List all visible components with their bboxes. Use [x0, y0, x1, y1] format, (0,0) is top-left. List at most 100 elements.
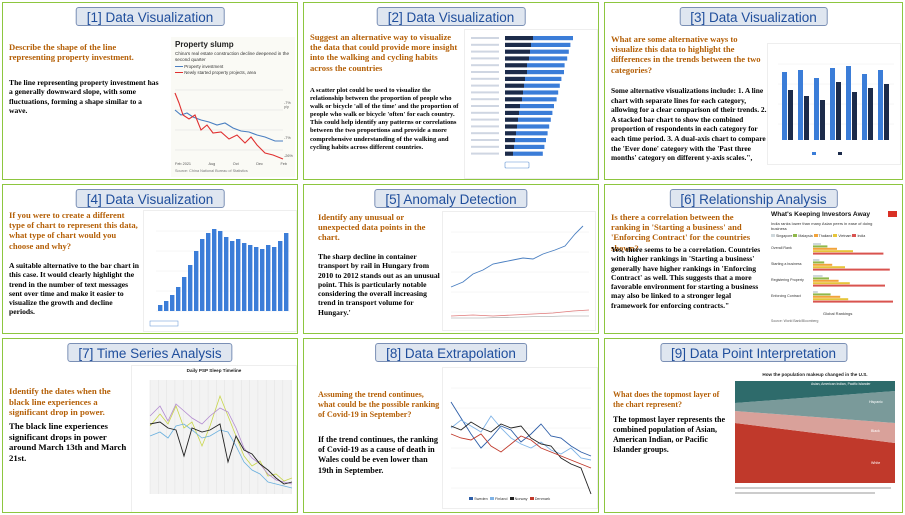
answer-text: Some alternative visualizations include:… [611, 86, 767, 163]
layer-label: Black [871, 429, 880, 433]
bar [804, 96, 809, 140]
bar [158, 305, 163, 311]
end-label: -26% [284, 154, 293, 158]
bar [788, 90, 793, 140]
bar-label [471, 37, 499, 39]
question-text: Identify the dates when the black line e… [9, 386, 111, 417]
bar [813, 245, 828, 248]
bar-segment [514, 144, 545, 149]
series-line [149, 421, 293, 485]
bar [820, 100, 825, 140]
series-line [450, 433, 592, 469]
panel-header: [2] Data Visualization [376, 7, 526, 26]
bar-segment [531, 42, 571, 47]
bar [813, 279, 839, 282]
panel-5: [5] Anomaly Detection Identify any unusu… [303, 184, 599, 334]
bar-label [471, 152, 499, 155]
series-line [149, 394, 293, 482]
panel-header: [1] Data Visualization [75, 7, 225, 26]
bar-segment [520, 104, 554, 109]
panel-header: [9] Data Point Interpretation [659, 343, 848, 362]
bar-segment [516, 131, 548, 136]
category-label: Registering Property [771, 278, 804, 282]
bar [813, 295, 841, 298]
bar-label [471, 77, 499, 80]
panel-1: [1] Data Visualization Describe the shap… [2, 2, 298, 180]
bar [813, 268, 890, 271]
chart-source: Source: World Bank/Bloomberg [771, 319, 819, 323]
series-line [450, 415, 592, 461]
category-label: Overall Rank [771, 246, 792, 250]
question-text: If you were to create a different type o… [9, 210, 138, 251]
bar [813, 266, 845, 269]
panel-8: [8] Data Extrapolation Assuming the tren… [303, 338, 599, 513]
bar [272, 247, 277, 311]
bar-label [471, 50, 499, 53]
bar [260, 249, 265, 311]
chart-thumbnail: What's Keeping Investors Away India rank… [767, 209, 899, 329]
bar [813, 300, 893, 303]
chart-thumbnail [464, 29, 598, 179]
bar [836, 82, 841, 140]
bar-segment [505, 151, 513, 156]
bar [830, 68, 835, 140]
bar-label [471, 64, 499, 67]
answer-text: A suitable alternative to the bar chart … [9, 261, 139, 317]
bar-segment [505, 117, 518, 122]
bar [182, 277, 187, 311]
panel-6: [6] Relationship Analysis Is there a cor… [604, 184, 903, 334]
legend-item: India [852, 234, 865, 238]
stacked-bar-chart [471, 36, 573, 169]
chart-thumbnail: Sweden Finland Norway Denmark [442, 367, 598, 509]
bar [224, 237, 229, 311]
bar [862, 74, 867, 140]
bar-segment [517, 124, 550, 129]
bar-segment [527, 63, 565, 68]
bar-segment [505, 131, 516, 136]
bar-segment [525, 76, 562, 81]
series-line [174, 92, 284, 160]
chart-title: Property slump [175, 40, 234, 49]
legend-item: Malaysia [793, 234, 813, 238]
bar [813, 243, 821, 245]
answer-text: The sharp decline in container transport… [318, 252, 440, 317]
bar-segment [505, 70, 527, 75]
question-text: Suggest an alternative way to visualize … [310, 32, 458, 73]
category-label: Enforcing Contract [771, 294, 801, 298]
grouped-bar-chart [778, 63, 894, 155]
bar [813, 298, 849, 301]
question-text: What are some alternative ways to visual… [611, 34, 761, 75]
end-label: -7% y/y [284, 101, 291, 109]
bar [212, 229, 217, 311]
bar [170, 295, 175, 311]
panel-7: [7] Time Series Analysis Identify the da… [2, 338, 298, 513]
bar [878, 70, 883, 140]
series-line [149, 423, 293, 489]
panel-2: [2] Data Visualization Suggest an altern… [303, 2, 599, 180]
answer-text: The black line experiences significant d… [9, 421, 127, 463]
panel-header: [5] Anomaly Detection [374, 189, 528, 208]
chart-thumbnail: Property slump China's real estate const… [171, 37, 295, 177]
bar [242, 243, 247, 311]
chart-subtitle: China's real estate construction decline… [175, 51, 290, 62]
bar [813, 293, 831, 296]
answer-text: If the trend continues, the ranking of C… [318, 435, 438, 475]
legend-item: Property investment [175, 64, 223, 69]
bar-label [471, 139, 499, 141]
bar-segment [530, 49, 569, 54]
bar-segment [533, 36, 573, 41]
tick-label: Dec [256, 162, 263, 166]
category-label: Starting a business [771, 262, 802, 266]
bar-segment [518, 117, 551, 122]
series-line [149, 403, 293, 485]
bar-segment [505, 110, 519, 115]
layer-label: Hispanic [869, 400, 883, 404]
legend-item: Vietnam [833, 234, 851, 238]
question-text: Assuming the trend continues, what could… [318, 390, 440, 420]
stacked-area-chart [735, 381, 895, 483]
logo-badge [888, 211, 897, 217]
bar-segment [513, 151, 543, 156]
bar [236, 239, 241, 311]
tick-label: Feb 2021 [175, 162, 192, 166]
series-line [451, 315, 589, 319]
